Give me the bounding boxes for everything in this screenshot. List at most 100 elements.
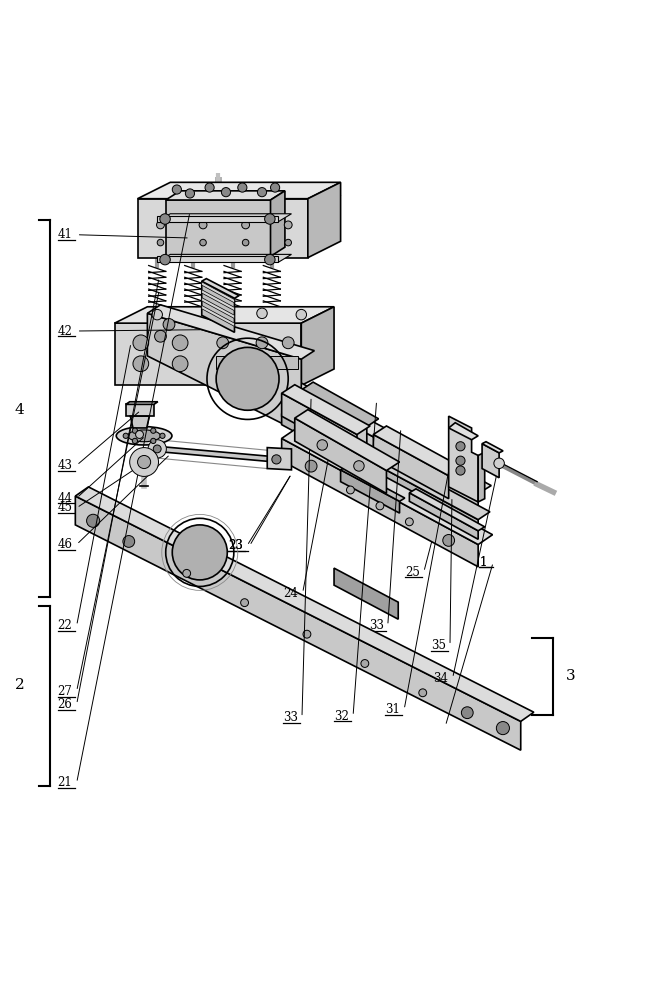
Text: 43: 43 [58, 459, 73, 472]
Circle shape [403, 449, 411, 457]
Circle shape [296, 309, 307, 320]
Polygon shape [166, 191, 285, 200]
Circle shape [160, 433, 165, 438]
Circle shape [285, 239, 291, 246]
Circle shape [160, 254, 170, 265]
Text: 24: 24 [284, 587, 299, 600]
Circle shape [496, 722, 510, 735]
Circle shape [405, 518, 413, 526]
Circle shape [242, 239, 249, 246]
Circle shape [265, 254, 275, 265]
Circle shape [148, 440, 166, 458]
Circle shape [132, 438, 138, 444]
Text: 1: 1 [479, 556, 487, 569]
Polygon shape [166, 200, 271, 256]
Polygon shape [202, 282, 234, 303]
Text: 33: 33 [283, 711, 298, 724]
Text: 35: 35 [431, 639, 446, 652]
Polygon shape [126, 404, 154, 416]
Circle shape [204, 308, 215, 319]
Polygon shape [115, 307, 334, 323]
Circle shape [461, 707, 473, 719]
Polygon shape [301, 307, 334, 385]
Circle shape [138, 455, 151, 469]
Text: 44: 44 [58, 492, 73, 505]
Polygon shape [138, 182, 341, 199]
Polygon shape [409, 493, 478, 539]
Circle shape [305, 460, 317, 472]
Polygon shape [341, 467, 405, 501]
Polygon shape [282, 438, 478, 567]
Text: 22: 22 [58, 619, 73, 632]
Polygon shape [202, 298, 234, 319]
Polygon shape [138, 199, 308, 258]
Polygon shape [75, 487, 534, 721]
Circle shape [155, 330, 166, 342]
Polygon shape [308, 182, 341, 258]
Text: 46: 46 [58, 538, 73, 551]
Circle shape [303, 630, 311, 638]
Polygon shape [295, 410, 400, 471]
Circle shape [494, 458, 504, 469]
Circle shape [133, 335, 149, 351]
Circle shape [221, 188, 231, 197]
Polygon shape [130, 416, 149, 428]
Text: 1: 1 [479, 556, 487, 569]
Circle shape [240, 599, 248, 607]
Polygon shape [147, 305, 314, 359]
Circle shape [376, 502, 384, 510]
Text: 25: 25 [405, 566, 420, 579]
Polygon shape [482, 444, 499, 478]
Circle shape [376, 435, 384, 442]
Circle shape [272, 455, 281, 464]
Polygon shape [449, 416, 478, 502]
Circle shape [86, 514, 100, 527]
Text: 31: 31 [385, 703, 400, 716]
Circle shape [343, 430, 355, 442]
Polygon shape [409, 489, 485, 531]
Circle shape [335, 442, 346, 453]
Circle shape [361, 660, 369, 667]
Text: 3: 3 [567, 669, 576, 683]
Circle shape [458, 479, 466, 487]
Text: 34: 34 [434, 672, 449, 685]
Polygon shape [282, 385, 370, 434]
Circle shape [183, 569, 191, 577]
Text: 33: 33 [369, 619, 384, 632]
Circle shape [456, 442, 465, 451]
Text: 32: 32 [334, 710, 349, 723]
Circle shape [256, 358, 268, 370]
Circle shape [217, 337, 229, 349]
Text: 23: 23 [228, 539, 243, 552]
Circle shape [123, 433, 128, 438]
Circle shape [200, 239, 206, 246]
Circle shape [199, 221, 207, 229]
Circle shape [152, 309, 162, 320]
Circle shape [282, 337, 294, 349]
Circle shape [130, 448, 159, 476]
Polygon shape [202, 279, 239, 298]
Text: 2: 2 [15, 678, 24, 692]
Polygon shape [75, 496, 521, 750]
Circle shape [267, 450, 286, 469]
Circle shape [456, 456, 465, 465]
Polygon shape [295, 418, 386, 493]
Polygon shape [147, 313, 367, 466]
Ellipse shape [128, 430, 160, 442]
Circle shape [205, 183, 214, 192]
Text: 21: 21 [58, 776, 73, 789]
Polygon shape [449, 423, 478, 440]
Ellipse shape [117, 427, 172, 445]
Circle shape [256, 337, 268, 349]
Circle shape [151, 428, 156, 433]
Circle shape [456, 466, 465, 475]
Circle shape [185, 189, 195, 198]
Circle shape [160, 214, 170, 224]
Polygon shape [157, 256, 278, 262]
Polygon shape [282, 387, 478, 514]
Circle shape [317, 440, 328, 450]
Polygon shape [282, 379, 491, 493]
Circle shape [217, 358, 229, 370]
Circle shape [284, 221, 292, 229]
Circle shape [242, 221, 250, 229]
